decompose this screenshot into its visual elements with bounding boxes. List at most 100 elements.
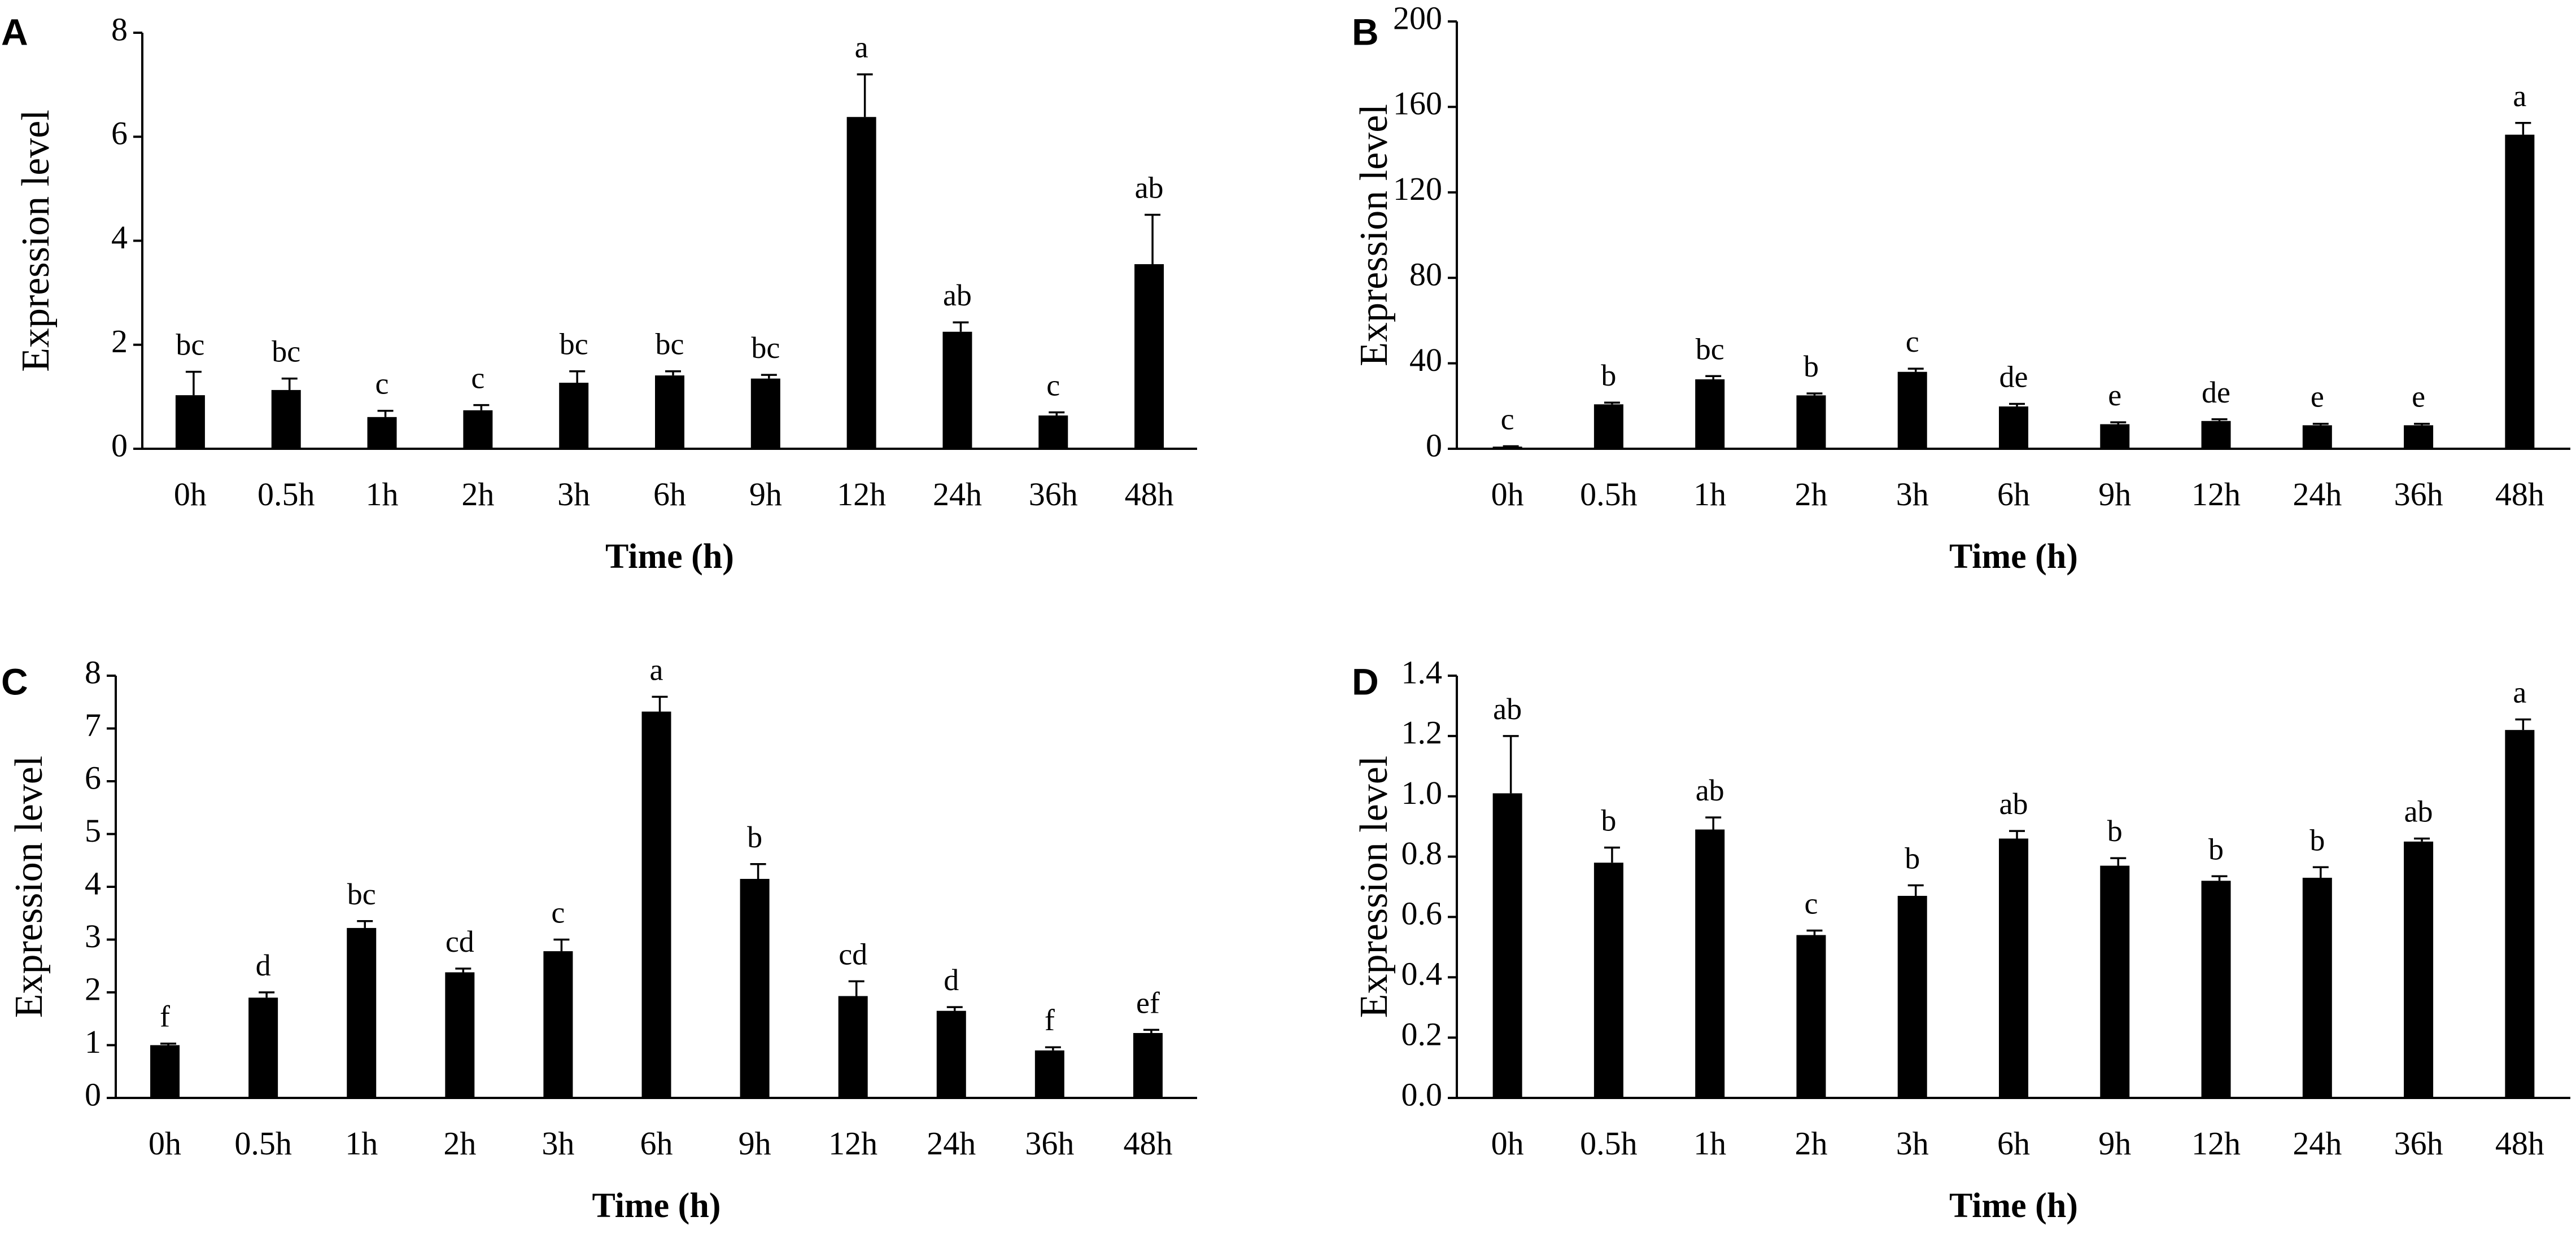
x-tick-label: 48h: [2495, 476, 2544, 513]
significance-label: e: [2311, 380, 2324, 414]
bar-36h: [1034, 1050, 1064, 1098]
bar-3h: [559, 383, 589, 449]
x-tick-label: 0h: [1491, 476, 1524, 513]
bar-1h: [1695, 829, 1725, 1098]
significance-label: d: [256, 948, 271, 982]
x-tick-label: 6h: [1997, 1125, 2030, 1162]
x-tick-label: 36h: [2394, 1125, 2443, 1162]
significance-label: a: [650, 653, 663, 686]
x-tick-label: 0h: [174, 476, 207, 513]
significance-label: b: [1804, 349, 1819, 383]
significance-label: b: [2309, 823, 2325, 857]
y-tick-label: 3: [85, 918, 101, 955]
significance-label: ab: [943, 278, 972, 312]
significance-label: b: [1601, 358, 1616, 392]
bar-48h: [1134, 264, 1164, 449]
bar-0.5h: [1593, 404, 1623, 449]
significance-label: bc: [751, 331, 780, 365]
bar-36h: [1038, 415, 1068, 449]
x-tick-label: 9h: [749, 476, 782, 513]
x-tick-label: 24h: [927, 1125, 976, 1162]
significance-label: bc: [347, 877, 376, 911]
x-tick-label: 36h: [1025, 1125, 1074, 1162]
x-axis-title: Time (h): [592, 1187, 721, 1225]
y-tick-label: 0.8: [1401, 835, 1443, 872]
x-tick-label: 3h: [1896, 1125, 1929, 1162]
x-tick-label: 24h: [2293, 476, 2342, 513]
y-tick-label: 2: [85, 970, 101, 1007]
panel-letter: D: [1352, 660, 1379, 702]
significance-label: ab: [2404, 795, 2433, 829]
bar-6h: [1999, 838, 2028, 1098]
significance-label: bc: [272, 335, 300, 369]
significance-label: c: [551, 896, 565, 930]
panel-letter: C: [1, 660, 28, 702]
bar-24h: [936, 1010, 966, 1098]
significance-label: ab: [1999, 787, 2028, 821]
significance-label: b: [1905, 841, 1920, 875]
bar-2h: [463, 410, 493, 449]
x-tick-label: 9h: [739, 1125, 771, 1162]
y-tick-label: 2: [111, 323, 128, 360]
significance-label: b: [2208, 832, 2224, 866]
y-tick-label: 80: [1409, 256, 1442, 293]
x-tick-label: 48h: [2495, 1125, 2544, 1162]
significance-label: c: [376, 367, 389, 401]
significance-label: bc: [1696, 332, 1724, 366]
x-axis-title: Time (h): [605, 537, 734, 576]
panel-letter: B: [1352, 11, 1379, 52]
x-tick-label: 9h: [2098, 476, 2131, 513]
bar-9h: [740, 878, 770, 1098]
y-tick-label: 0.2: [1401, 1016, 1443, 1052]
panel-letter: A: [1, 11, 28, 52]
significance-label: ab: [1135, 170, 1164, 204]
x-tick-label: 24h: [933, 476, 982, 513]
bar-6h: [655, 375, 684, 449]
significance-label: f: [160, 1000, 170, 1034]
x-tick-label: 6h: [653, 476, 686, 513]
significance-label: bc: [176, 328, 204, 362]
y-tick-label: 1: [85, 1023, 101, 1060]
significance-label: a: [2513, 79, 2526, 113]
x-tick-label: 3h: [1896, 476, 1929, 513]
bar-0.5h: [271, 389, 301, 449]
y-tick-label: 6: [111, 115, 128, 152]
bar-1h: [1695, 379, 1725, 449]
bar-0.5h: [1593, 863, 1623, 1098]
y-tick-label: 40: [1409, 342, 1442, 378]
x-tick-label: 1h: [1693, 1125, 1726, 1162]
x-axis-title: Time (h): [1949, 537, 2078, 576]
significance-label: d: [944, 963, 959, 997]
x-axis-title: Time (h): [1949, 1187, 2078, 1225]
y-tick-label: 5: [85, 812, 101, 849]
bar-48h: [2505, 730, 2535, 1098]
panel-b: B 0 40 80 120 160 200 Expression level c 0h b 0.5h b…: [1352, 0, 2570, 576]
y-tick-label: 120: [1393, 170, 1442, 207]
y-tick-label: 8: [85, 654, 101, 690]
bar-12h: [2201, 421, 2231, 449]
bar-0h: [150, 1045, 180, 1098]
significance-label: c: [1046, 369, 1060, 402]
bar-24h: [942, 331, 972, 449]
significance-label: bc: [560, 327, 588, 361]
bar-3h: [1897, 371, 1927, 449]
bar-24h: [2302, 425, 2332, 449]
bar-0h: [175, 395, 205, 449]
y-tick-label: 1.2: [1401, 714, 1443, 751]
bar-1h: [367, 417, 397, 449]
x-tick-label: 3h: [542, 1125, 574, 1162]
significance-label: b: [747, 820, 762, 854]
x-tick-label: 12h: [2191, 476, 2241, 513]
y-tick-label: 1.0: [1401, 774, 1443, 811]
significance-label: b: [1601, 804, 1616, 838]
x-tick-label: 0h: [149, 1125, 181, 1162]
significance-label: c: [471, 361, 484, 395]
significance-label: c: [1906, 325, 1919, 358]
y-tick-label: 7: [85, 707, 101, 743]
y-tick-label: 200: [1393, 0, 1442, 36]
significance-label: a: [2513, 675, 2526, 709]
x-tick-label: 24h: [2293, 1125, 2342, 1162]
x-tick-label: 36h: [1029, 476, 1078, 513]
